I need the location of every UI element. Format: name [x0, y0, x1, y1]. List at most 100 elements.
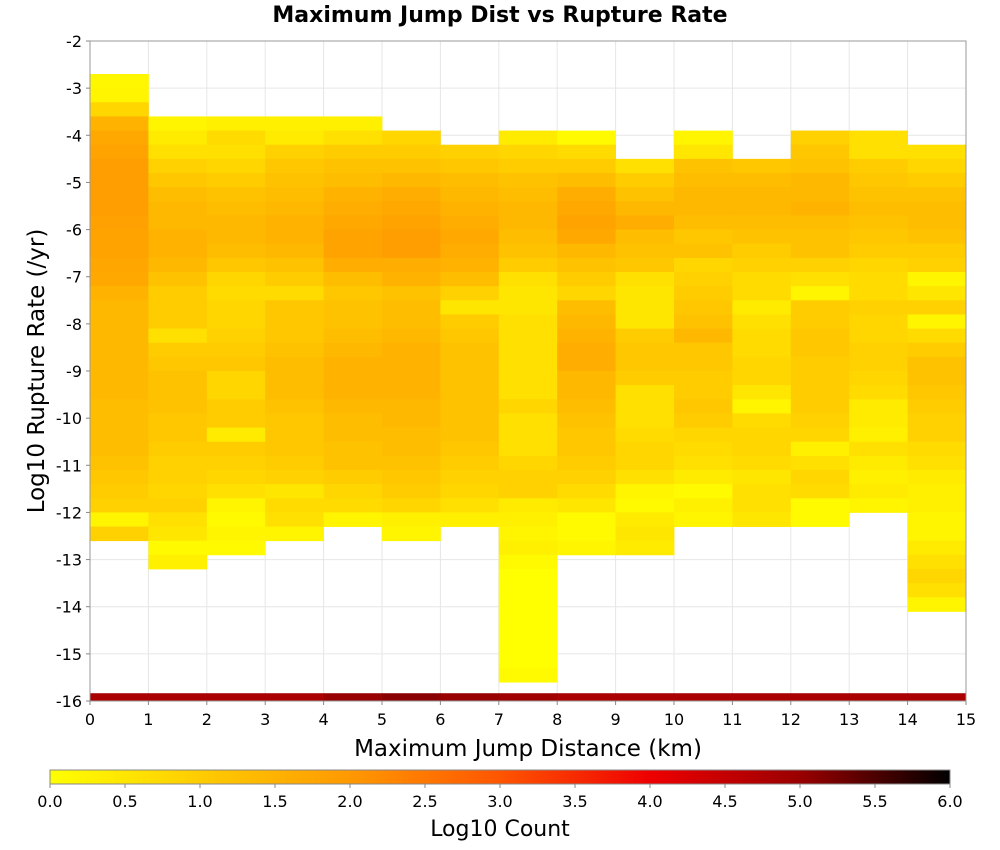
heatmap-cell: [674, 158, 733, 174]
heatmap-cell: [674, 314, 733, 329]
x-tick-label: 14: [897, 710, 917, 729]
heatmap-cell: [382, 272, 441, 287]
heatmap-cell: [557, 130, 616, 146]
heatmap-cell: [148, 272, 208, 287]
heatmap-cell: [323, 144, 383, 160]
heatmap-cell: [732, 257, 792, 273]
heatmap-cell: [382, 314, 441, 329]
heatmap-cell: [907, 342, 967, 358]
heatmap-cell: [206, 272, 266, 287]
heatmap-cell: [498, 668, 558, 683]
heatmap-cell: [148, 554, 208, 570]
heatmap-cell: [849, 427, 908, 443]
heatmap-cell: [206, 356, 266, 372]
y-tick-label: -10: [56, 409, 82, 428]
x-tick-label: 7: [494, 710, 504, 729]
heatmap-cell: [148, 215, 208, 230]
heatmap-cell: [206, 526, 266, 542]
heatmap-cell: [732, 484, 792, 499]
heatmap-cell: [382, 130, 441, 146]
heatmap-cell: [498, 526, 558, 542]
heatmap-cell: [440, 512, 500, 527]
heatmap-cell: [732, 286, 792, 301]
heatmap-cell: [557, 356, 616, 372]
heatmap-cell: [557, 187, 616, 202]
heatmap-cell: [265, 427, 324, 443]
x-tick-label: 0: [85, 710, 95, 729]
heatmap-cell-bottom: [90, 693, 149, 702]
heatmap-cell: [148, 144, 208, 160]
heatmap-cell: [440, 187, 500, 202]
heatmap-cell: [849, 272, 908, 287]
heatmap-cell: [382, 201, 441, 216]
colorbar-tick-label: 5.5: [862, 792, 887, 811]
heatmap-cell: [382, 342, 441, 358]
heatmap-cell-bottom: [440, 693, 500, 702]
chart-title: Maximum Jump Dist vs Rupture Rate: [272, 3, 727, 28]
heatmap-cell: [440, 484, 500, 499]
heatmap-cell: [265, 243, 324, 259]
heatmap-cell: [90, 173, 149, 188]
heatmap-cell: [440, 173, 500, 188]
heatmap-cell: [907, 526, 967, 542]
heatmap-cell: [265, 455, 324, 471]
heatmap-cell: [206, 512, 266, 527]
heatmap-cell: [849, 342, 908, 358]
heatmap-cell: [790, 201, 850, 216]
heatmap-cell: [382, 371, 441, 386]
heatmap-cell: [440, 413, 500, 428]
heatmap-cell: [849, 314, 908, 329]
heatmap-cell: [90, 102, 149, 117]
y-tick-label: -12: [56, 503, 82, 522]
heatmap-cell: [440, 257, 500, 273]
heatmap-cell: [907, 229, 967, 245]
heatmap-cell: [615, 441, 675, 457]
heatmap-cell: [790, 328, 850, 344]
heatmap-cell: [849, 470, 908, 485]
heatmap-cell: [498, 639, 558, 655]
heatmap-cell: [498, 328, 558, 344]
heatmap-cell: [206, 328, 266, 344]
heatmap-cell: [206, 441, 266, 457]
heatmap-cell: [674, 130, 733, 146]
heatmap-cell: [90, 74, 149, 89]
heatmap-cell: [557, 257, 616, 273]
heatmap-cell: [907, 554, 967, 570]
heatmap-cell: [90, 286, 149, 301]
heatmap-cell: [615, 356, 675, 372]
heatmap-cell: [674, 470, 733, 485]
heatmap-cell: [557, 229, 616, 245]
heatmap-cell: [498, 583, 558, 598]
heatmap-cell: [849, 144, 908, 160]
heatmap-cell: [206, 385, 266, 400]
heatmap-cell: [849, 371, 908, 386]
heatmap-cell: [674, 484, 733, 499]
heatmap-cell: [732, 512, 792, 527]
heatmap-cell: [148, 300, 208, 315]
y-tick-label: -5: [66, 173, 82, 192]
heatmap-cell: [148, 498, 208, 513]
heatmap-cell: [907, 385, 967, 400]
colorbar-tick-label: 2.0: [337, 792, 362, 811]
heatmap-cell: [674, 441, 733, 457]
heatmap-cell: [907, 569, 967, 584]
heatmap-cell: [498, 597, 558, 612]
heatmap-cell: [557, 455, 616, 471]
heatmap-cell: [498, 498, 558, 513]
heatmap-cell: [557, 328, 616, 344]
heatmap-cell-bottom: [849, 693, 908, 702]
heatmap-cell: [265, 187, 324, 202]
heatmap-cell: [674, 328, 733, 344]
heatmap-cell: [90, 229, 149, 245]
heatmap-cell: [615, 201, 675, 216]
heatmap-cell: [382, 441, 441, 457]
heatmap-cell: [907, 512, 967, 527]
heatmap-cell: [323, 243, 383, 259]
heatmap-cell: [907, 356, 967, 372]
heatmap-cell: [849, 286, 908, 301]
heatmap-cell: [265, 130, 324, 146]
heatmap-cell: [849, 229, 908, 245]
heatmap-cell: [382, 300, 441, 315]
heatmap-cell: [498, 272, 558, 287]
heatmap-cell: [90, 243, 149, 259]
